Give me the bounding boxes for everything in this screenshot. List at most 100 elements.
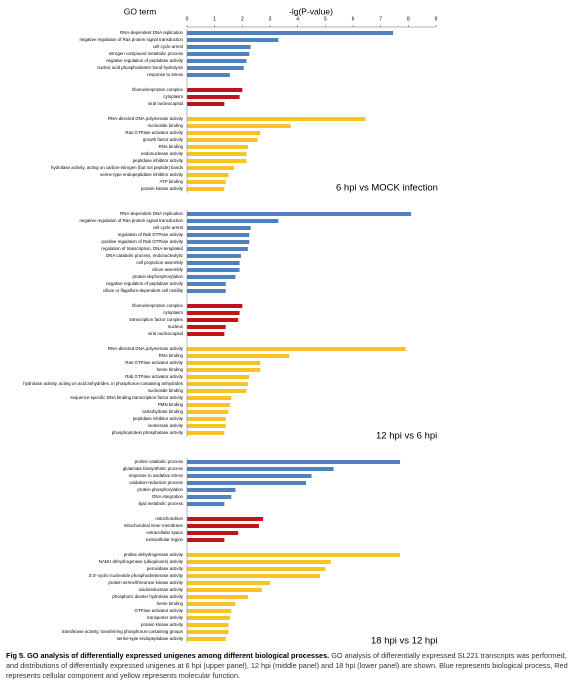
x-tick-label: 7 [379,16,382,22]
category-label: proline catabolic process [135,459,184,464]
bar [187,247,248,251]
bar [187,254,241,258]
bar [187,212,412,216]
bar [187,173,229,177]
category-label: NADH dehydrogenase (ubiquinone) activity [99,559,184,564]
bar [187,233,250,237]
category-label: negative regulation of Ras protein signa… [80,37,184,42]
category-label: protein kinase activity [141,622,184,627]
bar [187,361,261,365]
bar [187,152,247,156]
x-tick-label: 2 [241,16,244,22]
category-label: nitrogen compound metabolic process [109,51,184,56]
category-label: RNA-dependent DNA replication [120,211,184,216]
bar [187,538,225,542]
category-label: serine-type endopeptidase inhibitor acti… [100,172,184,177]
category-label: ribonucleoprotein complex [132,87,184,92]
bar [187,159,247,163]
bar [187,124,291,128]
bar [187,311,240,315]
bar [187,145,248,149]
category-label: extracellular space [146,530,183,535]
x-axis-title: -lg(P-value) [289,6,333,16]
panel-label: 12 hpi vs 6 hpi [376,431,437,442]
bar [187,467,334,471]
panel-label: 18 hpi vs 12 hpi [371,636,438,647]
category-label: ribonucleoprotein complex [132,303,184,308]
x-tick-label: 5 [324,16,327,22]
bar [187,431,225,435]
bar [187,602,236,606]
bar [187,219,279,223]
bar [187,325,226,329]
x-tick-label: 0 [186,16,189,22]
bar [187,275,236,279]
caption-text: GO analysis of differentially expressed … [6,651,568,680]
category-label: negative regulation of peptidase activit… [106,58,184,63]
bar [187,318,239,322]
category-label: RNA-dependent DNA replication [120,30,184,35]
bar [187,460,401,464]
category-label: growth factor activity [143,137,184,142]
category-label: 3',5'-cyclic-nucleotide phosphodiesteras… [89,573,184,578]
bar [187,52,250,56]
bar [187,354,290,358]
category-label: heme binding [157,601,184,606]
category-label: PMN binding [158,402,184,407]
category-label: mitochondrion [155,516,183,521]
bar [187,637,226,641]
bar [187,240,250,244]
bar [187,481,306,485]
category-label: cytoplasm [163,310,183,315]
bar [187,102,225,106]
category-label: cell cycle arrest [153,225,184,230]
category-label: cell cycle arrest [153,44,184,49]
bar [187,574,320,578]
bar [187,595,248,599]
category-label: mitochondrial inner membrane [124,523,184,528]
bar [187,45,251,49]
bar [187,524,259,528]
category-label: serine-type endopeptidase activity [117,636,184,641]
category-label: transferase activity, transferring phosp… [62,629,184,634]
category-label: RNA binding [159,353,184,358]
bar [187,396,232,400]
bar [187,166,235,170]
x-tick-label: 3 [269,16,272,22]
bar [187,368,261,372]
category-label: cilium or flagellum-dependent cell motil… [103,288,184,293]
chart: GO term -lg(P-value) 0 1 2 3 4 5 6 7 8 9 RNA-depen… [23,6,438,647]
bar [187,495,232,499]
bar [187,187,225,191]
category-label: protein serine/threonine kinase activity [108,580,183,585]
x-tick-label: 9 [435,16,438,22]
bar [187,502,225,506]
bar [187,623,229,627]
bar [187,567,326,571]
category-label: lipid metabolic process [139,501,184,506]
category-label: regulation of Rab GTPase activity [118,232,184,237]
category-label: ATP binding [159,179,183,184]
category-label: carbohydrate binding [142,409,184,414]
bar [187,417,226,421]
category-label: protein dephosphorylation [132,274,183,279]
bar [187,289,226,293]
x-tick-label: 8 [407,16,410,22]
category-label: phosphoric diester hydrolase activity [112,594,184,599]
bar [187,410,229,414]
category-label: nucleotide binding [148,388,184,393]
category-label: peptidase inhibitor activity [133,158,184,163]
bar [187,424,226,428]
bar [187,609,232,613]
x-tick-label: 6 [352,16,355,22]
bar [187,375,250,379]
bar [187,581,270,585]
category-label: DNA catabolic process, endonucleolytic [106,253,184,258]
bar [187,282,226,286]
x-tick-label: 1 [213,16,216,22]
category-label: sequence-specific DNA binding transcript… [70,395,184,400]
category-label: protein kinase activity [141,186,184,191]
category-label: protein phosphorylation [137,487,183,492]
bar [187,332,225,336]
category-label: glutamate biosynthetic process [123,466,184,471]
